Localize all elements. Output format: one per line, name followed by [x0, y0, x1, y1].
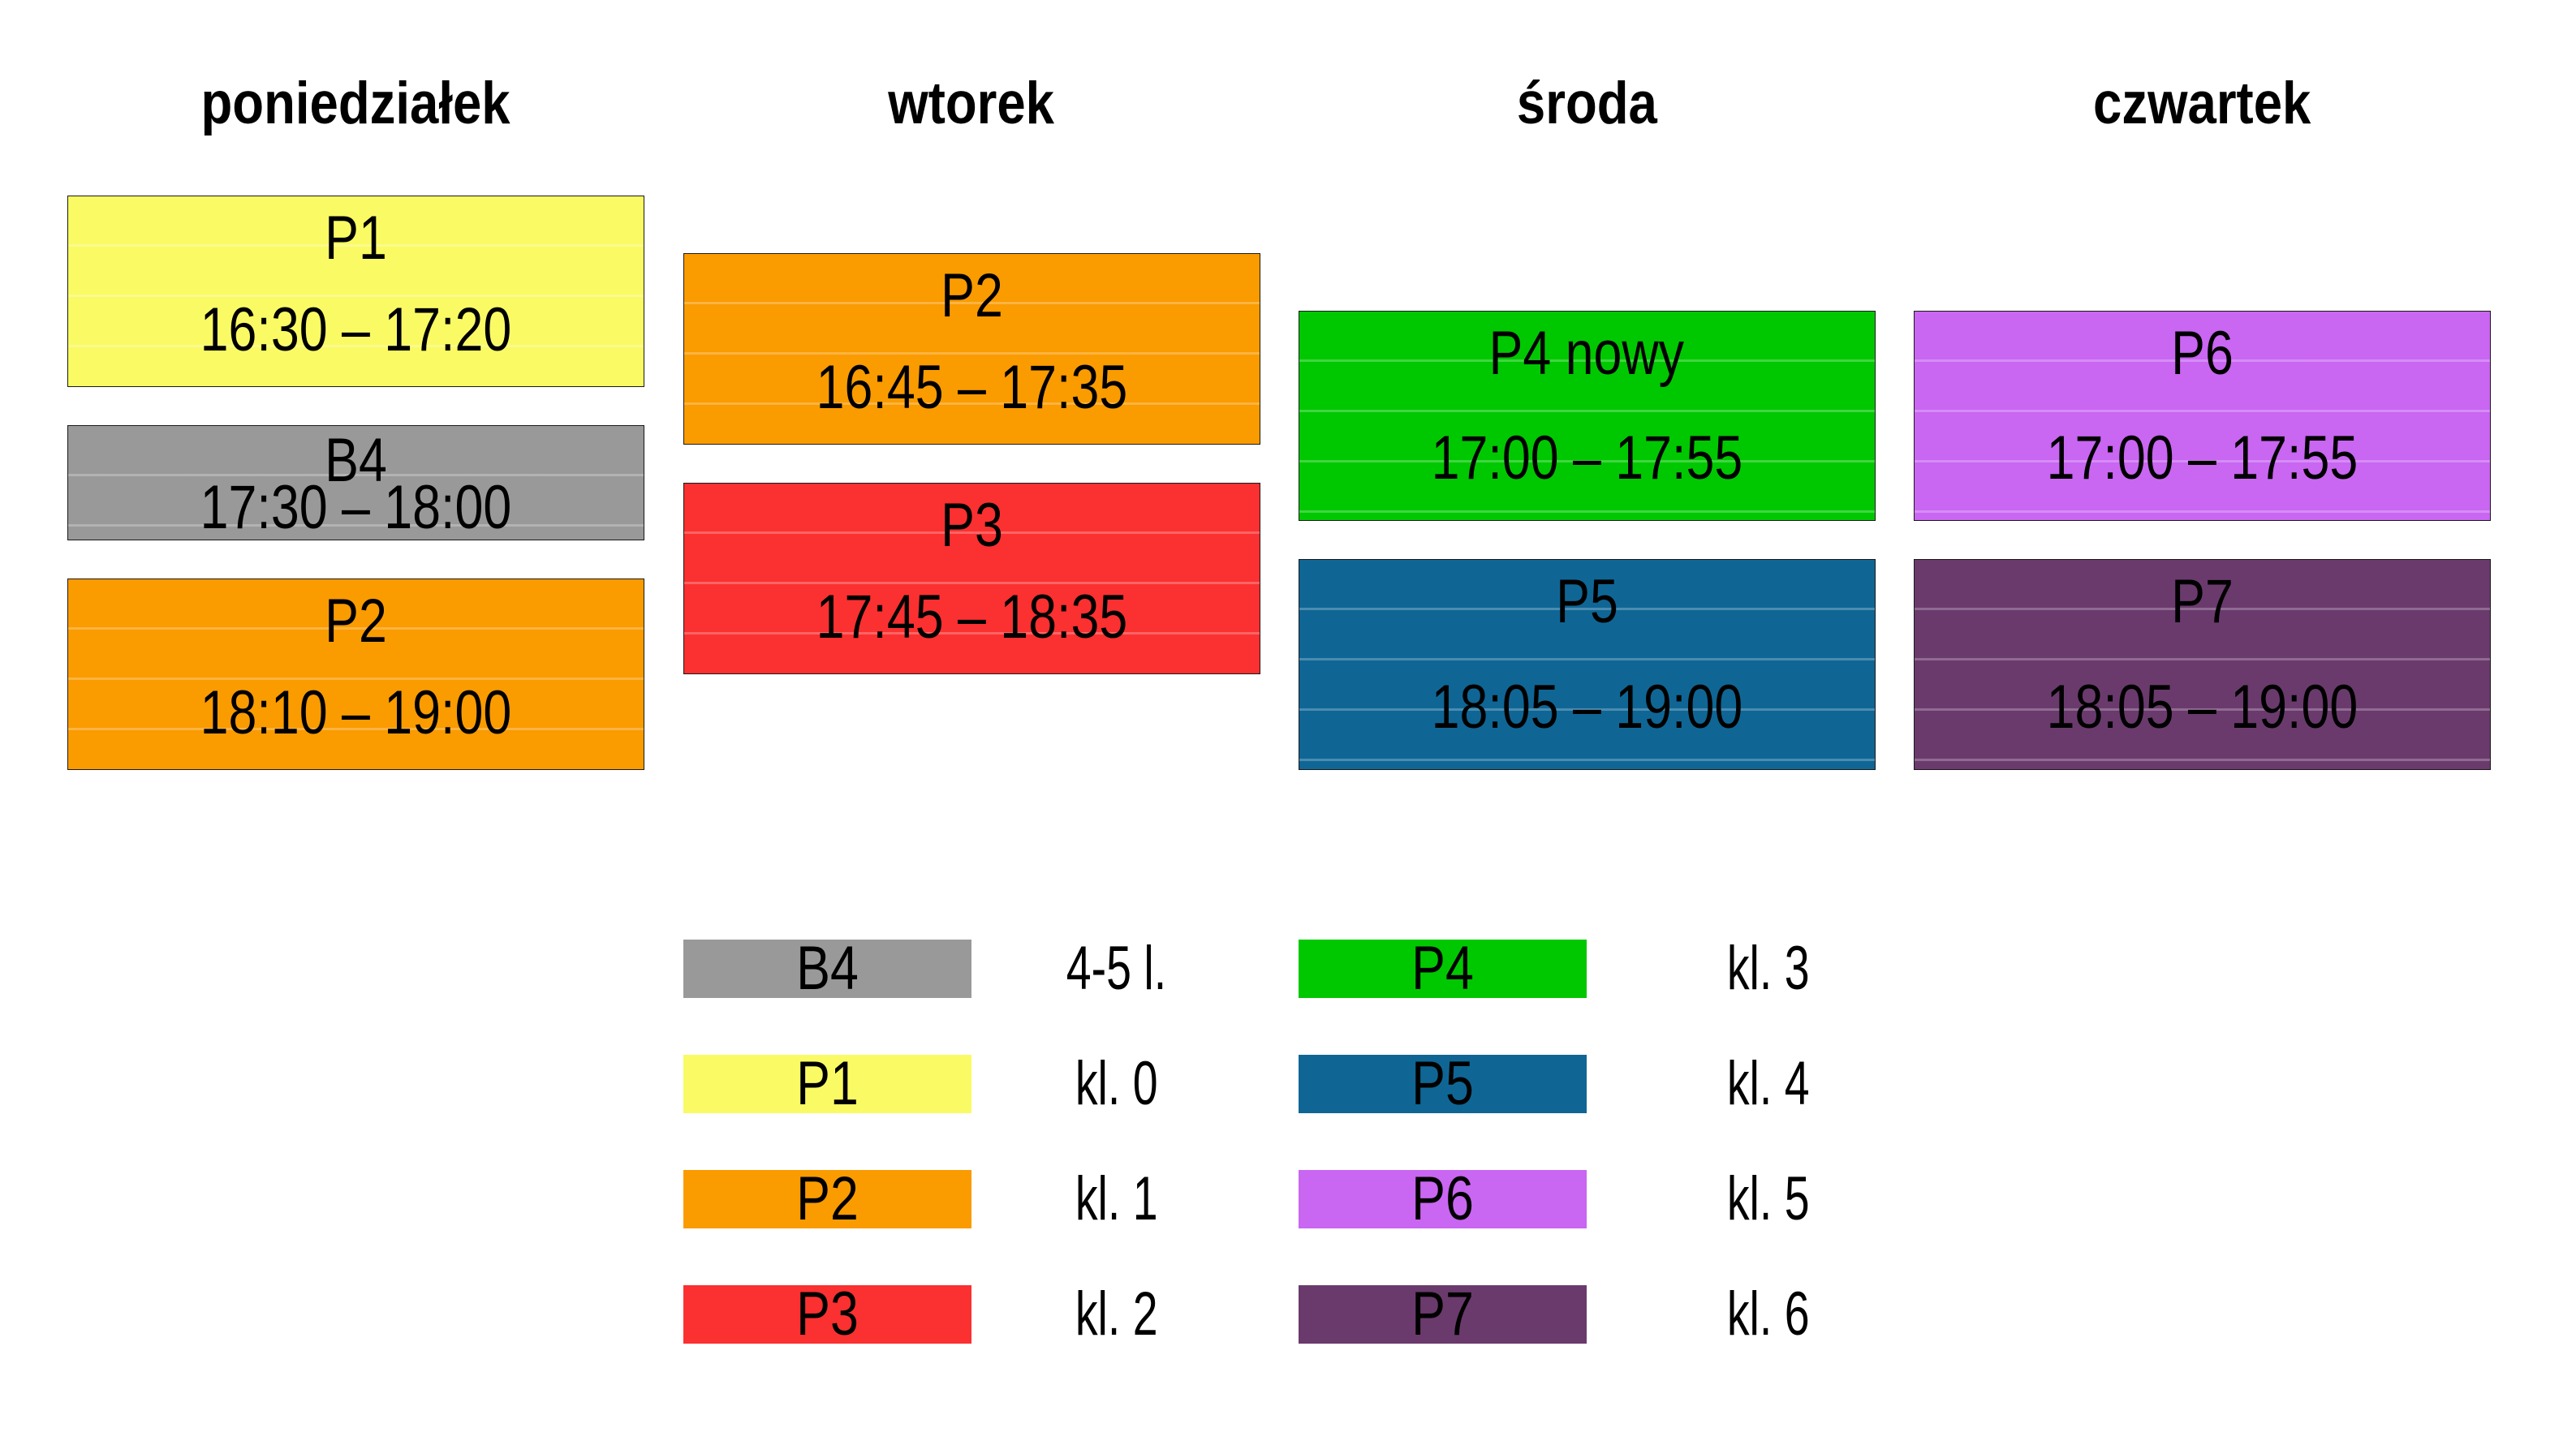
event-time: 16:30 – 17:20 [68, 299, 644, 361]
event-time: 18:05 – 19:00 [1299, 677, 1875, 738]
event-code-text: P7 [2170, 567, 2234, 637]
day-header-label: wtorek [888, 71, 1055, 136]
legend-swatch-code-text: B4 [796, 934, 859, 1003]
event-time-text: 17:45 – 18:35 [816, 583, 1127, 652]
event-time-text: 18:10 – 19:00 [200, 678, 512, 748]
legend-swatch-code-text: P5 [1411, 1049, 1474, 1118]
day-header-1: poniedziałek [67, 74, 644, 134]
event-code-text: P5 [1555, 567, 1618, 637]
legend-label-text: kl. 2 [1075, 1280, 1158, 1349]
event-code-text: P1 [325, 204, 387, 273]
event-time: 18:05 – 19:00 [1915, 677, 2490, 738]
legend-swatch-p6: P6 [1298, 1164, 1587, 1233]
legend-swatch-b4: B4 [683, 934, 971, 1003]
event-time-text: 16:45 – 17:35 [816, 352, 1127, 422]
legend-label-p1: kl. 0 [873, 1053, 1360, 1115]
legend-swatch-code-text: P4 [1411, 934, 1474, 1003]
event-code: P4 nowy [1299, 318, 1875, 388]
event-code-text: B4 [325, 426, 387, 496]
legend-label-text: kl. 5 [1727, 1164, 1810, 1233]
event-time: 17:45 – 18:35 [684, 587, 1260, 648]
event-time: 18:10 – 19:00 [68, 682, 644, 744]
day-header-label: czwartek [2092, 71, 2311, 136]
legend-label-b4: 4-5 l. [873, 938, 1360, 1000]
legend-swatch-p7: P7 [1298, 1280, 1587, 1349]
event-time: 16:45 – 17:35 [684, 352, 1260, 422]
event-time: 17:30 – 18:00 [68, 477, 644, 539]
day-header-label: poniedziałek [200, 71, 511, 136]
legend-swatch-p4: P4 [1298, 934, 1587, 1003]
event-code-text: P3 [940, 491, 1003, 560]
event-block-b4: B4 17:30 – 18:00 [67, 425, 644, 540]
legend-label-p3: kl. 2 [873, 1284, 1360, 1345]
event-time-text: 18:05 – 19:00 [1431, 673, 1742, 742]
event-time-text: 16:30 – 17:20 [200, 295, 512, 365]
event-time-text: 17:30 – 18:00 [200, 473, 512, 543]
event-code: P3 [684, 495, 1260, 557]
event-block-p5: P5 18:05 – 19:00 [1298, 559, 1876, 770]
event-code: P6 [1915, 318, 2490, 388]
event-code: P7 [1915, 571, 2490, 633]
legend-swatch-code: P2 [683, 1164, 971, 1233]
event-code-text: P4 nowy [1488, 318, 1685, 388]
day-header-4: czwartek [1914, 74, 2491, 134]
event-time-text: 18:05 – 19:00 [2046, 673, 2358, 742]
event-code-text: P6 [2170, 318, 2234, 388]
day-header-label: środa [1516, 71, 1657, 136]
legend-label-text: 4-5 l. [1066, 934, 1167, 1003]
event-code: B4 [68, 430, 644, 492]
legend-label-p5: kl. 4 [1525, 1053, 2012, 1115]
legend-swatch-code-text: P6 [1411, 1164, 1474, 1233]
legend-swatch-code-text: P7 [1411, 1280, 1474, 1349]
legend-swatch-p5: P5 [1298, 1049, 1587, 1118]
event-block-p7: P7 18:05 – 19:00 [1913, 559, 2491, 770]
event-block-p2: P2 18:10 – 19:00 [67, 579, 644, 770]
legend-label-text: kl. 6 [1727, 1280, 1810, 1349]
day-header-2: wtorek [683, 74, 1260, 134]
legend-label-p4: kl. 3 [1525, 938, 2012, 1000]
event-code-text: P2 [325, 587, 387, 656]
legend-label-text: kl. 3 [1727, 934, 1810, 1003]
legend-label-p2: kl. 1 [873, 1168, 1360, 1230]
day-header-3: środa [1299, 74, 1876, 134]
legend-swatch-code: P3 [683, 1280, 971, 1349]
legend-swatch-code: P1 [683, 1049, 971, 1118]
event-block-p1: P1 16:30 – 17:20 [67, 196, 644, 387]
legend-swatch-code: B4 [683, 934, 971, 1003]
legend-swatch-p2: P2 [683, 1164, 971, 1233]
legend-swatch-p3: P3 [683, 1280, 971, 1349]
legend-swatch-code-text: P1 [796, 1049, 859, 1118]
event-time-text: 17:00 – 17:55 [2046, 424, 2358, 493]
event-time-text: 17:00 – 17:55 [1431, 424, 1742, 493]
legend-swatch-code: P7 [1299, 1280, 1587, 1349]
event-code: P2 [68, 591, 644, 652]
legend-swatch-code-text: P2 [796, 1164, 859, 1233]
event-code-text: P2 [940, 260, 1003, 330]
legend-swatch-code: P4 [1299, 934, 1587, 1003]
event-time: 17:00 – 17:55 [1915, 428, 2490, 489]
legend-swatch-code: P5 [1299, 1049, 1587, 1118]
legend-label-p7: kl. 6 [1525, 1284, 2012, 1345]
legend-swatch-p1: P1 [683, 1049, 971, 1118]
event-code: P1 [68, 208, 644, 269]
event-time: 17:00 – 17:55 [1299, 428, 1875, 489]
legend-label-text: kl. 4 [1727, 1049, 1810, 1118]
legend-swatch-code-text: P3 [796, 1280, 859, 1349]
event-code: P2 [684, 265, 1260, 327]
legend-label-text: kl. 0 [1075, 1049, 1158, 1118]
legend-label-p6: kl. 5 [1525, 1168, 2012, 1230]
event-code: P5 [1299, 571, 1875, 633]
event-block-p3: P3 17:45 – 18:35 [683, 483, 1260, 674]
legend-swatch-code: P6 [1299, 1164, 1587, 1233]
legend-label-text: kl. 1 [1075, 1164, 1158, 1233]
event-block-p4-nowy: P4 nowy 17:00 – 17:55 [1298, 310, 1876, 522]
event-block-p6: P6 17:00 – 17:55 [1913, 310, 2491, 522]
event-block-p2: P2 16:45 – 17:35 [683, 252, 1260, 445]
